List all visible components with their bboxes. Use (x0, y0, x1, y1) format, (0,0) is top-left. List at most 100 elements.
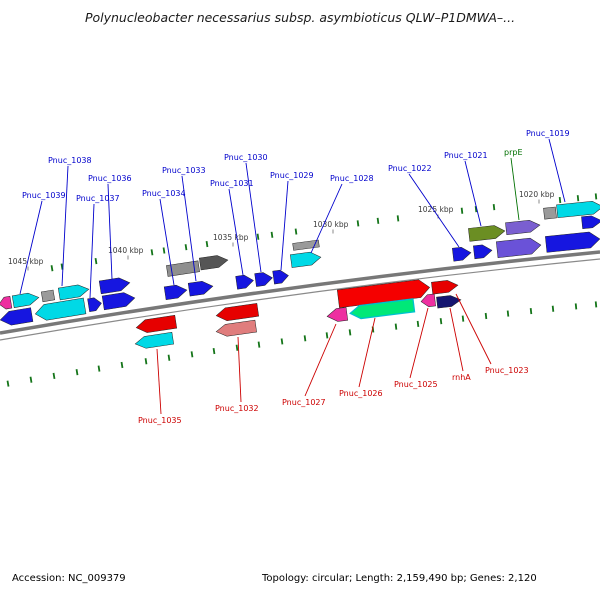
gene-label[interactable]: Pnuc_1019 (526, 129, 570, 138)
gene-arrow[interactable] (187, 280, 214, 297)
gene-label-leader-line (408, 173, 460, 248)
gene-label-leader-line (455, 293, 492, 365)
gene-arrow[interactable] (556, 200, 600, 219)
gene-arrow[interactable] (0, 307, 34, 327)
gene-arrow[interactable] (272, 269, 290, 285)
gene-label-leader-line (228, 188, 244, 276)
minor-tick-above (256, 233, 260, 240)
gene-label[interactable]: Pnuc_1027 (282, 398, 326, 407)
gene-arrow[interactable] (101, 291, 136, 311)
minor-tick-above (356, 220, 360, 227)
gene-arrow[interactable] (34, 297, 87, 322)
gene-arrow[interactable] (473, 244, 493, 260)
gene-arrow[interactable] (436, 294, 462, 309)
gene-label[interactable]: Pnuc_1035 (138, 416, 182, 425)
gene-arrow[interactable] (545, 231, 600, 253)
gene-label[interactable]: Pnuc_1032 (215, 404, 259, 413)
gene-label[interactable]: Pnuc_1021 (444, 151, 488, 160)
gene-arrow[interactable] (452, 246, 472, 262)
gene-label-leader-line (19, 200, 43, 295)
gene-label[interactable]: Pnuc_1028 (330, 174, 374, 183)
gene-arrow[interactable] (0, 295, 13, 310)
minor-tick-below (303, 335, 307, 342)
gene-arrow[interactable] (349, 298, 416, 320)
gene-label[interactable]: Pnuc_1036 (88, 174, 132, 183)
gene-label-leader-line (464, 160, 482, 227)
gene-label-leader-line (548, 138, 566, 203)
minor-tick-below (190, 351, 194, 358)
gene-label[interactable]: Pnuc_1022 (388, 164, 432, 173)
gene-label[interactable]: Pnuc_1025 (394, 380, 438, 389)
gene-label[interactable]: Pnuc_1039 (22, 191, 66, 200)
gene-arrow[interactable] (11, 292, 40, 308)
genome-backbone-second-strand (0, 258, 600, 341)
gene-arrow[interactable] (543, 206, 557, 220)
minor-tick-above (94, 257, 98, 265)
minor-tick-below (551, 305, 555, 312)
minor-tick-below (439, 318, 443, 325)
gene-arrow[interactable] (40, 289, 56, 303)
gene-arrow[interactable] (254, 271, 274, 287)
gene-arrow[interactable] (581, 215, 600, 230)
gene-arrow[interactable] (215, 319, 257, 338)
gene-label[interactable]: Pnuc_1026 (339, 389, 383, 398)
gene-arrow[interactable] (235, 274, 255, 290)
gene-label[interactable]: Pnuc_1029 (270, 171, 314, 180)
genome-backbone (0, 250, 600, 335)
gene-label[interactable]: Pnuc_1031 (210, 179, 254, 188)
ruler-label: 1040 kbp (108, 246, 144, 255)
minor-tick-below (529, 307, 533, 315)
topology-text: Topology: circular; Length: 2,159,490 bp… (262, 573, 537, 584)
gene-label[interactable]: Pnuc_1023 (485, 366, 529, 375)
minor-tick-above (576, 195, 580, 202)
gene-arrow[interactable] (98, 276, 131, 295)
minor-tick-above (294, 228, 298, 235)
minor-tick-below (574, 303, 578, 310)
gene-arrow[interactable] (135, 314, 178, 334)
minor-tick-below (348, 329, 352, 336)
gene-label-leader-line (181, 175, 197, 282)
gene-arrow[interactable] (292, 239, 320, 251)
gene-label[interactable]: Pnuc_1037 (76, 194, 120, 203)
minor-tick-above (205, 240, 209, 248)
gene-arrow[interactable] (198, 254, 229, 271)
gene-label-leader-line (449, 307, 464, 372)
minor-tick-above (558, 196, 562, 204)
minor-tick-below (75, 369, 79, 376)
gene-label-leader-line (409, 307, 429, 379)
minor-tick-below (52, 372, 56, 380)
status-bar: Accession: NC_009379 Topology: circular;… (0, 573, 600, 593)
gene-label-leader-line (310, 183, 343, 254)
minor-tick-below (167, 354, 171, 361)
gene-arrow[interactable] (326, 307, 349, 322)
gene-arrow[interactable] (166, 260, 200, 277)
gene-arrow[interactable] (87, 297, 103, 312)
gene-label[interactable]: Pnuc_1030 (224, 153, 268, 162)
gene-label[interactable]: Pnuc_1034 (142, 189, 186, 198)
gene-arrow[interactable] (134, 331, 174, 350)
gene-label-leader-line (61, 165, 69, 287)
gene-arrow[interactable] (57, 283, 90, 301)
gene-label[interactable]: Pnuc_1038 (48, 156, 92, 165)
minor-tick-below (394, 323, 398, 330)
minor-tick-above (396, 215, 400, 222)
gene-label[interactable]: Pnuc_1033 (162, 166, 206, 175)
gene-arrow[interactable] (420, 293, 436, 308)
gene-arrow[interactable] (505, 219, 541, 235)
minor-tick-below (29, 376, 33, 383)
gene-arrow[interactable] (431, 279, 459, 295)
gene-label[interactable]: rnhA (452, 373, 471, 382)
gene-arrow[interactable] (215, 303, 259, 322)
minor-tick-below (144, 358, 148, 365)
gene-arrow[interactable] (163, 284, 188, 301)
gene-arrow[interactable] (336, 278, 431, 308)
gene-arrow[interactable] (468, 224, 506, 242)
gene-label[interactable]: prpE (504, 148, 523, 157)
gene-label-leader-line (358, 317, 376, 388)
minor-tick-above (162, 247, 166, 254)
ruler-label: 1025 kbp (418, 205, 454, 214)
gene-arrow[interactable] (289, 251, 322, 268)
gene-arrow[interactable] (495, 237, 542, 258)
gene-label-leader-line (89, 203, 95, 299)
